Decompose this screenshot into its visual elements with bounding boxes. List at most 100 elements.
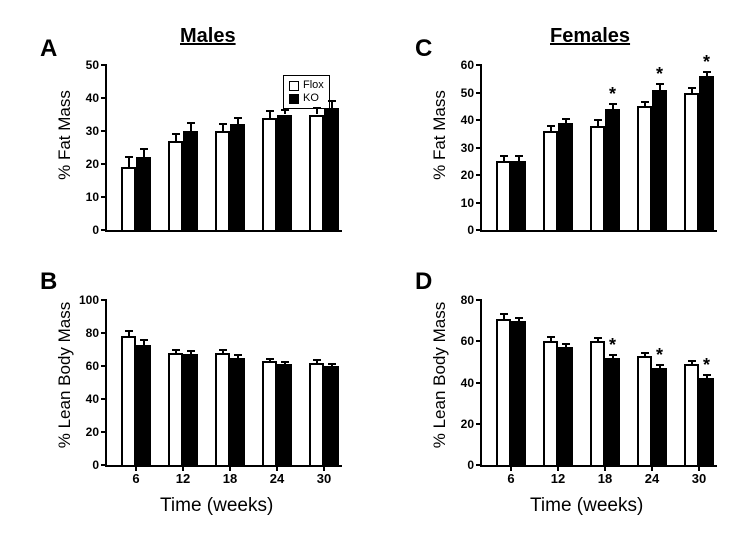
error-cap [125,330,133,332]
error-cap [125,156,133,158]
significance-star: * [703,52,710,73]
xtick-label: 18 [223,471,237,486]
error-cap [328,363,336,365]
error-cap [594,119,602,121]
bar [183,354,198,465]
bar [590,341,605,465]
error-bar [143,149,145,157]
ytick [101,398,107,400]
ytick-label: 20 [461,168,474,182]
ytick [101,130,107,132]
ytick-label: 80 [86,326,99,340]
ytick [101,365,107,367]
ytick-label: 60 [86,359,99,373]
ytick-label: 20 [461,417,474,431]
bar [699,378,714,465]
ylabel-C: % Fat Mass [430,65,450,205]
xtick-label: 18 [598,471,612,486]
plot-C: 0102030405060*** [480,65,717,232]
bar [511,321,526,465]
panel-A-label: A [40,35,57,63]
error-cap [281,361,289,363]
ytick-label: 0 [467,223,474,237]
ytick-label: 20 [86,157,99,171]
ytick [476,92,482,94]
bar [605,109,620,230]
xtick-label: 6 [132,471,139,486]
ytick [476,174,482,176]
bar [496,319,511,465]
ytick-label: 40 [86,392,99,406]
ytick [101,196,107,198]
error-cap [281,109,289,111]
panel-C-label: C [415,35,432,63]
ylabel-A: % Fat Mass [55,65,75,205]
ytick [101,229,107,231]
error-cap [140,339,148,341]
xlabel-right: Time (weeks) [530,495,643,517]
figure-root: Males Females A B C D % Fat Mass % Lean … [10,10,745,547]
ytick [101,64,107,66]
ytick [476,147,482,149]
error-cap [594,337,602,339]
bar [605,358,620,465]
ytick-label: 20 [86,425,99,439]
bar [230,124,245,230]
error-cap [562,343,570,345]
bar [684,93,699,231]
error-cap [172,349,180,351]
ytick-label: 30 [461,141,474,155]
bar [262,118,277,230]
bar [324,108,339,230]
error-cap [187,122,195,124]
bar [277,364,292,465]
error-cap [140,148,148,150]
ytick-label: 50 [461,86,474,100]
ytick [476,64,482,66]
xtick-label: 6 [507,471,514,486]
error-cap [219,123,227,125]
ytick-label: 80 [461,293,474,307]
error-cap [266,110,274,112]
significance-star: * [656,64,663,85]
ytick [476,299,482,301]
bar [168,141,183,230]
error-bar [190,123,192,131]
ytick-label: 60 [461,58,474,72]
ytick-label: 40 [461,376,474,390]
bar [543,131,558,230]
ylabel-D: % Lean Body Mass [430,290,450,460]
ytick-label: 40 [461,113,474,127]
error-cap [266,358,274,360]
error-cap [547,125,555,127]
xlabel-left: Time (weeks) [160,495,273,517]
bar [637,106,652,230]
ytick-label: 0 [92,458,99,472]
error-cap [641,352,649,354]
ytick [101,332,107,334]
error-cap [219,349,227,351]
bar [215,131,230,230]
bar [590,126,605,231]
significance-star: * [703,355,710,376]
ytick-label: 0 [467,458,474,472]
ytick-label: 40 [86,91,99,105]
error-cap [234,117,242,119]
title-males: Males [180,25,236,48]
bar [121,336,136,465]
error-cap [515,317,523,319]
bar [637,356,652,465]
error-cap [500,313,508,315]
bar [496,161,511,230]
error-cap [187,350,195,352]
error-cap [688,87,696,89]
error-cap [641,101,649,103]
bar [277,115,292,231]
plot-B: 020406080100612182430 [105,300,342,467]
ytick-label: 100 [79,293,99,307]
error-cap [172,133,180,135]
bar [699,76,714,230]
bar [215,353,230,465]
bar [309,115,324,231]
ytick [476,382,482,384]
